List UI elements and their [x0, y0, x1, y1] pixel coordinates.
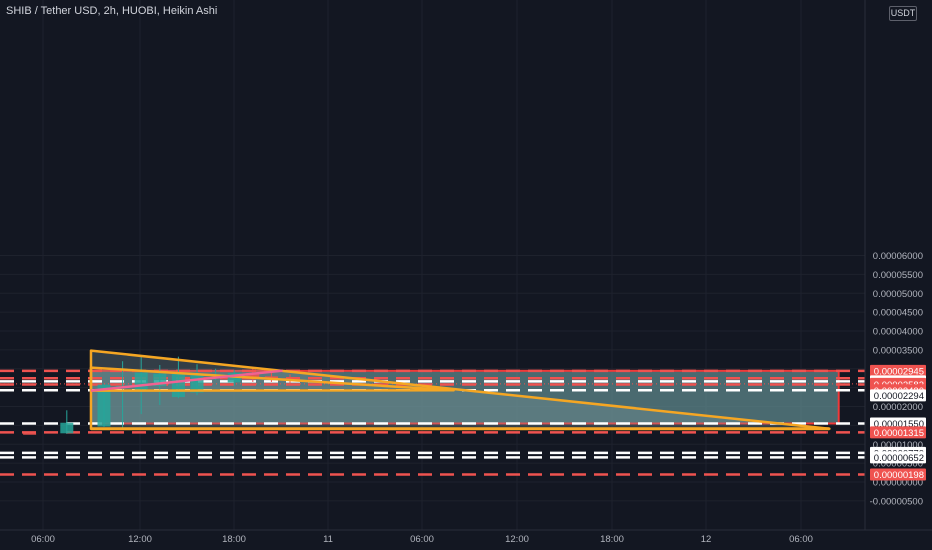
- y-tick-label: 0.00005000: [873, 289, 923, 300]
- y-tick-label: 0.00000500: [873, 459, 923, 470]
- price-level-label: 0.00000198: [874, 470, 924, 481]
- y-tick-label: 0.00000000: [873, 478, 923, 489]
- price-level-label: 0.00000652: [874, 453, 924, 464]
- price-level-box: [870, 426, 926, 439]
- candle-body[interactable]: [23, 433, 37, 435]
- x-tick-label: 12:00: [505, 534, 529, 545]
- price-level-box: [870, 451, 926, 464]
- candle-body[interactable]: [134, 372, 148, 392]
- x-tick-label: 06:00: [410, 534, 434, 545]
- candle-body[interactable]: [264, 376, 278, 379]
- price-level-label: 0.00002945: [874, 366, 924, 377]
- candle-body[interactable]: [246, 372, 260, 379]
- pink-trend-line[interactable]: [90, 369, 283, 392]
- price-level-label: 0.00001550: [874, 419, 924, 430]
- y-tick-label: 0.00002000: [873, 402, 923, 413]
- x-tick-label: 18:00: [222, 534, 246, 545]
- y-tick-label: 0.00003500: [873, 345, 923, 356]
- currency-button[interactable]: USDT: [889, 6, 917, 21]
- y-tick-label: -0.00000500: [870, 496, 923, 507]
- candle-body[interactable]: [60, 422, 74, 434]
- symbol-legend[interactable]: SHIB / Tether USD, 2h, HUOBI, Heikin Ash…: [6, 5, 218, 17]
- y-tick-label: 0.00004000: [873, 327, 923, 338]
- candle-body[interactable]: [171, 373, 185, 398]
- x-tick-label: 18:00: [600, 534, 624, 545]
- y-tick-label: 0.00004500: [873, 308, 923, 319]
- y-tick-label: 0.00006000: [873, 251, 923, 262]
- small-triangle[interactable]: [89, 366, 455, 392]
- candle-body[interactable]: [97, 384, 111, 427]
- x-tick-label: 06:00: [31, 534, 55, 545]
- y-tick-label: 0.00001000: [873, 440, 923, 451]
- y-tick-label: 0.00005500: [873, 270, 923, 281]
- x-tick-label: 11: [323, 534, 333, 545]
- price-level-label: 0.00002294: [874, 391, 924, 402]
- x-tick-label: 12:00: [128, 534, 152, 545]
- price-level-box: [870, 364, 926, 377]
- x-tick-label: 06:00: [789, 534, 813, 545]
- price-level-box: [870, 389, 926, 402]
- x-tick-label: 12: [701, 534, 712, 545]
- price-axis-background: [865, 0, 932, 530]
- price-level-label: 0.00001315: [874, 428, 924, 439]
- price-level-box: [870, 468, 926, 481]
